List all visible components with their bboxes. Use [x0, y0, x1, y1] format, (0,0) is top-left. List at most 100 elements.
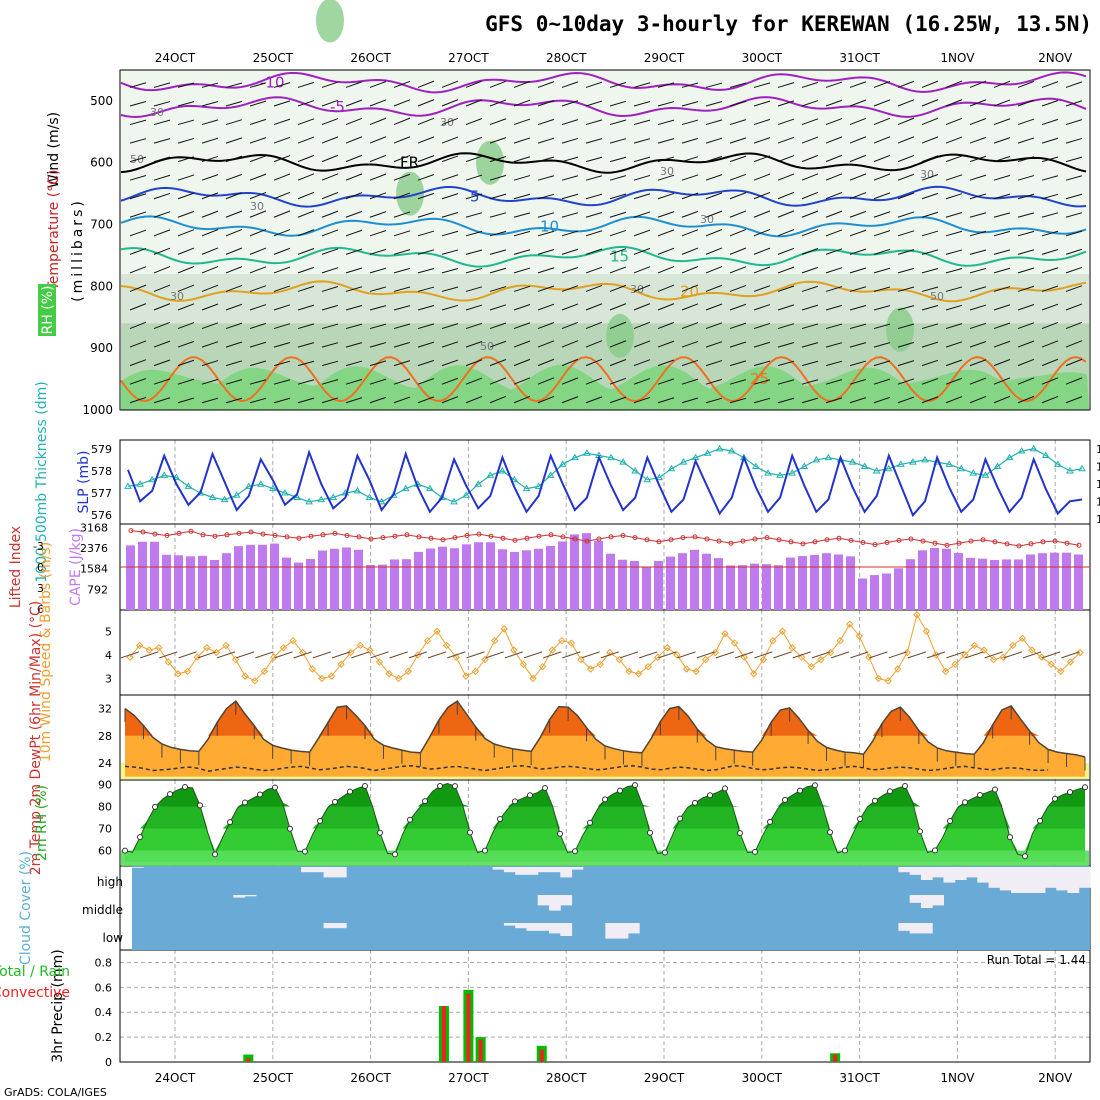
lifted-index-point	[284, 534, 290, 540]
wind-speed-point	[788, 644, 796, 652]
rh-point	[212, 851, 218, 858]
wind-barb	[129, 82, 147, 88]
wind-barb	[561, 248, 579, 255]
wind-barb	[129, 378, 147, 385]
wind-barb	[225, 397, 243, 404]
wind-barb	[1065, 81, 1083, 88]
wind-barb	[393, 117, 411, 126]
isotherm-label: FR	[400, 154, 419, 172]
wind-barb	[441, 304, 459, 311]
surface-wind-barb	[600, 651, 619, 659]
wind-barb	[177, 82, 195, 88]
wind-barb	[1041, 303, 1059, 311]
wind-speed-point	[1066, 658, 1075, 666]
lifted-index-point	[1004, 541, 1010, 547]
wind-speed-point	[337, 660, 345, 669]
wind-barb	[873, 117, 891, 126]
cape-bar	[570, 534, 579, 610]
wind-barb	[801, 210, 819, 218]
wind-speed-point	[673, 651, 681, 659]
rh-point	[527, 792, 533, 799]
wind-barb	[465, 174, 483, 181]
wind-barb	[777, 285, 795, 292]
wind-barb	[513, 193, 531, 200]
rh-point	[437, 782, 443, 789]
wind-barb	[561, 321, 579, 330]
wind-barb	[729, 100, 747, 107]
wind-speed-point	[922, 627, 931, 635]
thickness-point	[124, 482, 132, 489]
wind-barb	[681, 174, 699, 181]
wind-barb	[753, 100, 771, 107]
wind-speed-point	[452, 653, 460, 661]
wind-barb	[969, 322, 987, 330]
wind-barb	[729, 82, 747, 88]
wind-barb	[729, 341, 747, 348]
rh-point	[257, 791, 263, 798]
wind-barb	[1041, 118, 1059, 126]
wind-barb	[201, 322, 219, 330]
wind-barb	[705, 266, 723, 274]
wind-speed-point	[299, 648, 307, 657]
wind-speed-point	[558, 636, 566, 645]
pressure-tick: 800	[90, 279, 113, 293]
lifted-index-point	[1028, 541, 1034, 547]
wind-barb	[633, 119, 651, 126]
wind-barb	[129, 174, 147, 181]
wind-speed-point	[538, 662, 547, 671]
precip-convective-bar	[441, 1006, 446, 1062]
thickness-point	[1029, 444, 1038, 452]
thickness-point	[800, 462, 809, 470]
wind-barb	[441, 136, 459, 144]
wind-barb	[345, 323, 363, 330]
wind-barb	[777, 210, 795, 218]
wind-barb	[921, 117, 939, 126]
lifted-index-point	[404, 532, 410, 538]
thickness-point	[438, 493, 446, 500]
wind-barb	[129, 156, 147, 163]
wind-barb	[177, 322, 195, 330]
x-tick-label-bottom: 27OCT	[448, 1071, 489, 1085]
slp-tick: 1013	[1096, 460, 1100, 473]
cloud-axis-label: Cloud Cover (%)	[18, 851, 34, 965]
wind-barb	[153, 284, 171, 292]
wind-barb	[153, 82, 171, 88]
wind-barb	[417, 211, 435, 218]
wind-barb	[609, 359, 627, 367]
wind-barb	[273, 210, 291, 218]
wind-barb	[465, 341, 483, 348]
wind-barb	[369, 81, 387, 88]
wind-barb	[321, 210, 339, 218]
thickness-point	[329, 493, 338, 500]
wind-barb	[633, 174, 651, 181]
wind-speed-point	[596, 660, 604, 669]
lifted-index-point	[464, 533, 470, 538]
wind-barb	[297, 248, 315, 255]
legend-rh-swatch	[38, 284, 56, 336]
wind-barb	[249, 210, 267, 218]
wind-barb	[729, 137, 747, 144]
wind-speed-point	[721, 629, 729, 638]
wind-barb	[825, 342, 843, 348]
cape-bar	[450, 548, 459, 610]
wind-barb	[993, 80, 1011, 88]
wind-barb	[753, 266, 771, 274]
wind-barb	[753, 379, 771, 385]
rh-point	[767, 818, 773, 825]
wind-barb	[873, 286, 891, 292]
wind-speed-point	[366, 646, 374, 654]
surface-wind-barb	[1061, 651, 1080, 659]
wind-barb	[225, 379, 243, 385]
wind-barb	[609, 284, 627, 292]
wind-barb	[561, 175, 579, 181]
wind-speed-point	[778, 627, 787, 635]
wind-barb	[417, 117, 435, 126]
wind-speed-point	[510, 646, 518, 654]
wind-barb	[993, 286, 1011, 292]
panel-frame-slp	[119, 439, 1091, 525]
cape-bar	[750, 563, 759, 610]
wind-barb	[969, 286, 987, 292]
lifted-index-point	[260, 531, 266, 537]
rh-tick: 70	[98, 823, 112, 836]
